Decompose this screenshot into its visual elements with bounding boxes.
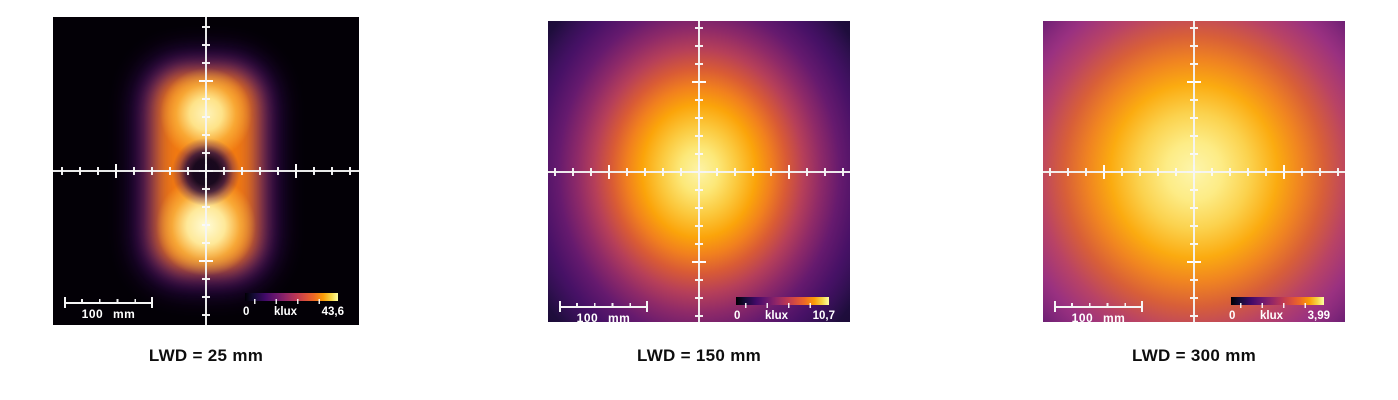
colorbar-unit-label: klux: [274, 306, 298, 318]
colorbar-gradient: [736, 297, 829, 305]
heatmap-panel-lwd150: 100 mm 0 klux 10,7: [548, 21, 850, 322]
scale-bar-left-end: [559, 301, 561, 312]
heatmap-panel-lwd25: 100 mm 0 klux 43,6: [53, 17, 359, 325]
scale-bar-label: 100 mm: [576, 311, 631, 322]
scale-bar: 100 mm: [1054, 298, 1143, 322]
heatmap-panel-lwd300: 100 mm 0 klux 3,99: [1043, 21, 1345, 322]
y-axis-line: [1193, 21, 1195, 322]
scale-bar-left-end: [1054, 301, 1056, 312]
colorbar-max-label: 43,6: [321, 306, 344, 318]
colorbar-ticks: [1231, 303, 1324, 308]
scale-bar-label: 100 mm: [1071, 311, 1126, 322]
scale-bar-right-end: [646, 301, 648, 312]
scale-bar-ticks: [1055, 302, 1142, 308]
colorbar-gradient: [1231, 297, 1324, 305]
colorbar-ticks: [245, 299, 338, 304]
colorbar: 0 klux 3,99: [1229, 297, 1330, 322]
scale-bar-ticks: [560, 302, 647, 308]
caption-lwd25: LWD = 25 mm: [148, 346, 264, 365]
colorbar: 0 klux 43,6: [243, 293, 344, 325]
colorbar-max-label: 10,7: [812, 310, 835, 322]
scale-bar-line: [559, 306, 648, 308]
colorbar-min-label: 0: [1229, 310, 1236, 322]
scale-bar-line: [64, 302, 153, 304]
scale-bar-right-end: [1141, 301, 1143, 312]
colorbar-unit-label: klux: [1260, 310, 1284, 322]
colorbar-min-label: 0: [734, 310, 741, 322]
caption-lwd300: LWD = 300 mm: [1131, 346, 1257, 365]
y-axis-line: [698, 21, 700, 322]
colorbar: 0 klux 10,7: [734, 297, 835, 322]
colorbar-min-label: 0: [243, 306, 250, 318]
y-axis-line: [205, 17, 207, 325]
colorbar-ticks: [736, 303, 829, 308]
scale-bar-right-end: [151, 297, 153, 308]
colorbar-unit-label: klux: [765, 310, 789, 322]
scale-bar: 100 mm: [559, 298, 648, 322]
scale-bar-left-end: [64, 297, 66, 308]
colorbar-max-label: 3,99: [1307, 310, 1330, 322]
scale-bar-ticks: [65, 298, 152, 304]
scale-bar-line: [1054, 306, 1143, 308]
scale-bar: 100 mm: [64, 294, 153, 325]
scale-bar-label: 100 mm: [81, 307, 136, 321]
colorbar-gradient: [245, 293, 338, 301]
caption-lwd150: LWD = 150 mm: [636, 346, 762, 365]
